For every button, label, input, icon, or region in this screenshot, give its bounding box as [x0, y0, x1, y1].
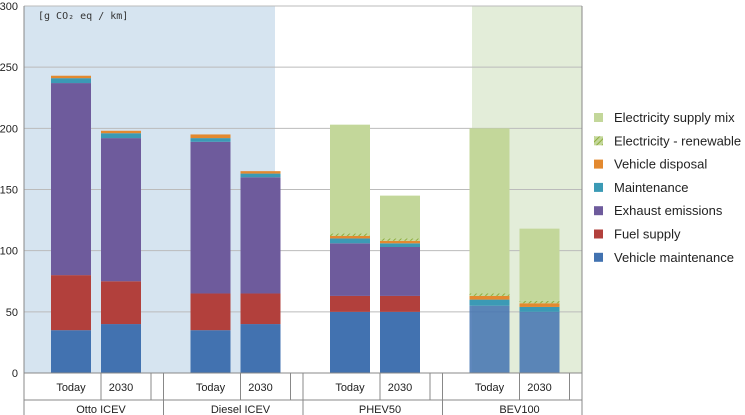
bar-segment: [330, 238, 370, 244]
bar-segment: [519, 300, 560, 304]
bar-segment: [330, 311, 370, 373]
bar-segment: [469, 293, 510, 296]
bar-segment: [190, 138, 231, 142]
legend-label: Electricity - renewable: [614, 133, 741, 148]
bar-segment: [330, 233, 370, 236]
y-tick-label: 150: [0, 185, 18, 197]
group-label: BEV100: [499, 404, 539, 415]
bar-segment: [469, 305, 510, 373]
category-label: Today: [196, 382, 226, 394]
bar-segment: [469, 128, 510, 294]
bar-segment: [330, 124, 370, 234]
bar-segment: [51, 75, 91, 79]
bar-segment: [380, 238, 420, 241]
y-tick-label: 100: [0, 246, 18, 258]
bar-segment: [51, 275, 91, 331]
legend-swatch: [594, 229, 603, 239]
bar-segment: [519, 228, 560, 301]
bar-segment: [380, 243, 420, 247]
category-label: 2030: [109, 382, 133, 394]
bar-segment: [469, 299, 510, 306]
y-tick-label: 250: [0, 62, 18, 74]
y-tick-label: 50: [6, 307, 18, 319]
bar-segment: [519, 306, 560, 312]
bar-segment: [380, 311, 420, 373]
category-label: 2030: [388, 382, 412, 394]
y-tick-label: 300: [0, 1, 18, 13]
bar-segment: [380, 240, 420, 244]
bar-segment: [330, 243, 370, 296]
legend-label: Maintenance: [614, 180, 688, 195]
y-tick-label: 0: [12, 368, 18, 380]
unit-label: [g CO₂ eq / km]: [38, 11, 128, 22]
bar-segment: [240, 171, 281, 174]
category-label: 2030: [527, 382, 551, 394]
bar-segment: [330, 235, 370, 239]
bar-segment: [380, 295, 420, 312]
bar-segment: [190, 134, 231, 139]
bar-segment: [190, 330, 231, 373]
bar-segment: [101, 138, 141, 282]
bar-segment: [51, 83, 91, 276]
bar-segment: [240, 293, 281, 325]
bar-segment: [101, 133, 141, 139]
bar-segment: [101, 281, 141, 325]
bar-segment: [240, 324, 281, 373]
bar-segment: [190, 293, 231, 331]
bar-segment: [101, 324, 141, 373]
legend-swatch: [594, 136, 603, 146]
legend-label: Fuel supply: [614, 227, 681, 242]
bar-segment: [519, 311, 560, 373]
bar-segment: [330, 295, 370, 312]
legend-swatch: [594, 206, 603, 216]
legend-swatch: [594, 159, 603, 169]
legend-label: Vehicle disposal: [614, 157, 707, 172]
group-label: PHEV50: [359, 404, 401, 415]
category-label: Today: [56, 382, 86, 394]
legend-label: Vehicle maintenance: [614, 250, 734, 265]
bar-segment: [519, 303, 560, 307]
bar-segment: [240, 177, 281, 294]
legend-label: Electricity supply mix: [614, 110, 735, 125]
group-label: Diesel ICEV: [211, 404, 271, 415]
y-tick-label: 200: [0, 123, 18, 135]
legend-swatch: [594, 252, 603, 262]
legend-swatch: [594, 113, 603, 122]
bar-segment: [190, 141, 231, 294]
bar-segment: [51, 78, 91, 84]
group-label: Otto ICEV: [76, 404, 126, 415]
bar-segment: [380, 246, 420, 296]
legend-label: Exhaust emissions: [614, 203, 723, 218]
bar-segment: [240, 173, 281, 178]
category-label: Today: [475, 382, 505, 394]
bar-segment: [380, 195, 420, 239]
bar-segment: [51, 330, 91, 373]
bar-segment: [101, 130, 141, 134]
category-label: Today: [335, 382, 365, 394]
category-label: 2030: [248, 382, 272, 394]
bar-segment: [469, 295, 510, 300]
legend-swatch: [594, 182, 603, 192]
